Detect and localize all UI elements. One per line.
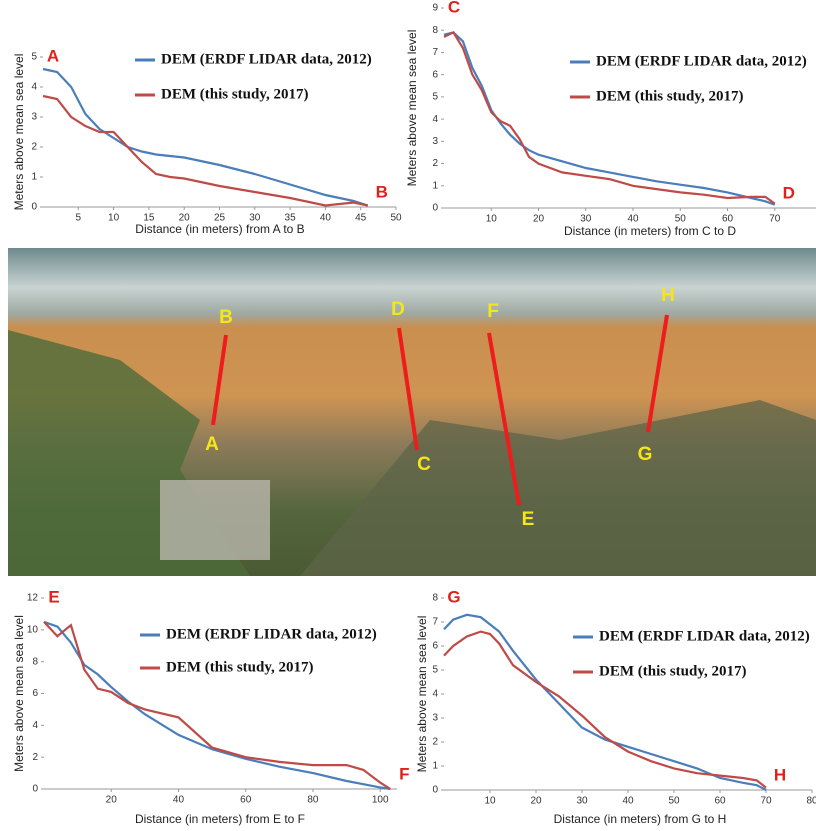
y-tick-label: 10 xyxy=(27,624,39,635)
chart: 01234567891020304050607080Meters above m… xyxy=(405,0,816,238)
y-tick-label: 8 xyxy=(32,656,38,667)
y-tick-label: 12 xyxy=(27,593,39,604)
photo-label: E xyxy=(522,509,535,530)
x-tick-label: 30 xyxy=(576,796,588,807)
x-axis-label: Distance (in meters) from E to F xyxy=(135,812,305,826)
y-tick-label: 4 xyxy=(32,720,38,731)
data-line xyxy=(44,622,390,789)
x-tick-label: 70 xyxy=(760,796,772,807)
y-tick-label: 2 xyxy=(432,158,438,169)
y-tick-label: 8 xyxy=(432,593,438,604)
x-tick-label: 70 xyxy=(769,214,781,225)
chart: 0 1 2 3 4 5 6 7 8 10 20 30 40 50 60 70 80 Meters above me… xyxy=(415,587,816,826)
x-tick-label: 40 xyxy=(173,795,185,806)
x-tick-label: 20 xyxy=(106,795,118,806)
y-tick-label: 9 xyxy=(432,3,438,14)
legend-label: DEM (this study, 2017) xyxy=(599,663,747,679)
data-line xyxy=(43,96,368,206)
chart: 0 2 4 6 8 10 12 20 40 60 80 100 Meters above mean se… xyxy=(12,587,409,826)
photo-label: F xyxy=(487,301,499,322)
x-tick-label: 30 xyxy=(580,214,592,225)
photo-label: G xyxy=(638,444,653,465)
y-tick-label: 1 xyxy=(432,180,438,191)
y-tick-label: 0 xyxy=(432,203,438,214)
y-tick-label: 1 xyxy=(31,172,37,183)
data-line xyxy=(44,622,390,789)
annotation: G xyxy=(447,587,460,606)
y-tick-label: 5 xyxy=(432,665,438,676)
data-line xyxy=(444,632,766,788)
x-tick-label: 50 xyxy=(675,214,687,225)
x-tick-label: 20 xyxy=(530,796,542,807)
annotation: H xyxy=(774,765,786,784)
y-tick-label: 3 xyxy=(31,112,37,123)
x-axis-label: Distance (in meters) from G to H xyxy=(554,812,727,826)
annotation: B xyxy=(376,182,388,201)
x-tick-label: 80 xyxy=(307,795,319,806)
x-tick-label: 40 xyxy=(627,214,639,225)
y-axis-label: Meters above mean sea level xyxy=(12,615,26,772)
figure: B A D C F E H G 012345510152025303540455… xyxy=(0,0,816,831)
y-tick-label: 7 xyxy=(432,617,438,628)
x-axis-label: Distance (in meters) from A to B xyxy=(135,222,304,236)
annotation: E xyxy=(48,587,59,606)
y-tick-label: 0 xyxy=(32,784,38,795)
y-tick-label: 2 xyxy=(32,752,38,763)
x-axis-label: Distance (in meters) from C to D xyxy=(564,224,736,238)
x-tick-label: 45 xyxy=(355,213,367,224)
legend-label: DEM (ERDF LIDAR data, 2012) xyxy=(166,626,377,642)
annotation: F xyxy=(399,764,409,783)
y-tick-label: 5 xyxy=(31,52,37,63)
x-tick-label: 20 xyxy=(533,214,545,225)
y-axis-label: Meters above mean sea level xyxy=(12,54,26,211)
x-tick-label: 80 xyxy=(806,796,816,807)
photo-label: D xyxy=(391,299,405,320)
annotation: A xyxy=(47,46,59,65)
x-tick-label: 10 xyxy=(108,213,120,224)
y-tick-label: 4 xyxy=(432,114,438,125)
y-tick-label: 3 xyxy=(432,136,438,147)
x-tick-label: 50 xyxy=(390,213,402,224)
y-tick-label: 7 xyxy=(432,47,438,58)
photo-label: H xyxy=(661,285,675,306)
y-tick-label: 6 xyxy=(432,69,438,80)
y-tick-label: 6 xyxy=(432,641,438,652)
y-tick-label: 3 xyxy=(432,713,438,724)
y-tick-label: 4 xyxy=(31,82,37,93)
legend-label: DEM (this study, 2017) xyxy=(596,88,744,104)
y-tick-label: 4 xyxy=(432,689,438,700)
legend-label: DEM (ERDF LIDAR data, 2012) xyxy=(599,628,810,644)
x-tick-label: 5 xyxy=(76,213,82,224)
y-tick-label: 2 xyxy=(432,737,438,748)
x-tick-label: 60 xyxy=(240,795,252,806)
annotation: C xyxy=(448,0,460,16)
x-tick-label: 50 xyxy=(668,796,680,807)
legend-label: DEM (ERDF LIDAR data, 2012) xyxy=(161,51,372,67)
y-axis-label: Meters above mean sea level xyxy=(405,30,419,187)
x-tick-label: 40 xyxy=(622,796,634,807)
y-tick-label: 8 xyxy=(432,25,438,36)
legend-label: DEM (ERDF LIDAR data, 2012) xyxy=(596,53,807,69)
photo-label: B xyxy=(219,307,233,328)
legend-label: DEM (this study, 2017) xyxy=(161,86,309,102)
y-axis-label: Meters above mean sea level xyxy=(415,616,429,773)
x-tick-label: 60 xyxy=(722,214,734,225)
photo-label: A xyxy=(205,434,219,455)
y-tick-label: 1 xyxy=(432,761,438,772)
annotation: D xyxy=(783,183,795,202)
aerial-photo: B A D C F E H G xyxy=(8,248,816,576)
legend-label: DEM (this study, 2017) xyxy=(166,659,314,675)
x-tick-label: 10 xyxy=(486,214,498,225)
x-tick-label: 40 xyxy=(320,213,332,224)
y-tick-label: 2 xyxy=(31,142,37,153)
x-tick-label: 60 xyxy=(714,796,726,807)
x-tick-label: 100 xyxy=(372,795,389,806)
x-tick-label: 10 xyxy=(484,796,496,807)
y-tick-label: 0 xyxy=(31,202,37,213)
photo-label: C xyxy=(417,454,431,475)
y-tick-label: 5 xyxy=(432,92,438,103)
y-tick-label: 6 xyxy=(32,688,38,699)
y-tick-label: 0 xyxy=(432,785,438,796)
